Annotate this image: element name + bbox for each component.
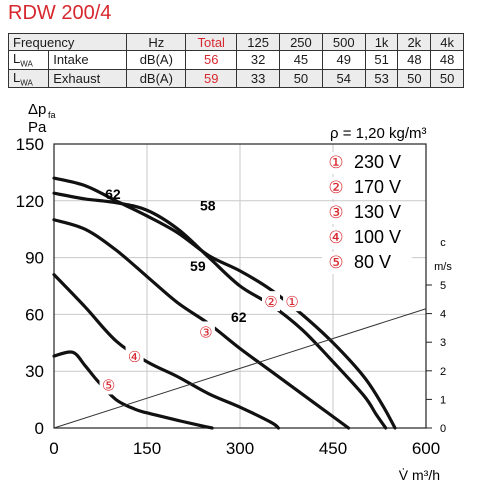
row-value: 50: [430, 68, 464, 89]
lwa-symbol: LWA: [7, 68, 50, 89]
table-header-row: Frequency Hz Total 125 250 500 1k 2k 4k: [7, 33, 464, 51]
curve-marker: ⑤: [102, 376, 115, 394]
row-total: 59: [185, 68, 238, 89]
x-tick-label: 450: [319, 439, 347, 458]
sound-power-table: Frequency Hz Total 125 250 500 1k 2k 4k …: [7, 33, 464, 89]
row-value: 54: [321, 68, 366, 89]
row-value: 32: [236, 50, 281, 70]
legend-item-bg: [322, 252, 412, 274]
density-label: ρ = 1,20 kg/m³: [330, 125, 427, 142]
legend-marker: ①: [328, 153, 343, 173]
band-header: 2k: [397, 33, 432, 51]
legend-label: 170 V: [354, 177, 401, 197]
row-value: 45: [279, 50, 323, 70]
y-tick-label: 150: [16, 135, 44, 154]
x-tick-label: 150: [133, 439, 161, 458]
sound-level-annotation: 62: [105, 186, 121, 202]
y2-tick-label: 2: [440, 366, 446, 378]
curve-marker: ①: [285, 293, 298, 311]
row-value: 51: [364, 50, 399, 70]
band-header: 250: [279, 33, 323, 51]
total-header: Total: [185, 33, 238, 51]
curve-marker-bg: [262, 291, 280, 312]
y2-tick-label: 5: [440, 280, 446, 292]
fan-curve-1: [52, 176, 397, 430]
page-title: RDW 200/4: [8, 2, 112, 24]
curve-marker-bg: [196, 321, 215, 342]
table-row: LWA Intake dB(A) 56 32 45 49 51 48 48: [7, 50, 464, 70]
y-axis-label-subscript: fa: [48, 110, 56, 120]
row-value: 33: [236, 68, 281, 89]
row-value: 49: [321, 50, 366, 70]
legend-item-bg: [322, 227, 412, 249]
x-tick-label: 600: [412, 439, 440, 458]
legend-label: 230 V: [354, 152, 401, 172]
curve-marker: ③: [199, 323, 212, 341]
row-value: 48: [397, 50, 432, 70]
x-tick-label: 0: [49, 439, 58, 458]
y-tick-label: 90: [25, 249, 44, 268]
legend-label: 130 V: [354, 202, 401, 222]
legend-item-bg: [322, 202, 412, 224]
row-label: Intake: [48, 50, 128, 70]
y-tick-label: 60: [25, 305, 44, 324]
band-header: 125: [236, 33, 281, 51]
x-tick-label: 300: [226, 439, 254, 458]
legend-marker: ③: [328, 203, 343, 223]
lwa-symbol-subscript: WA: [20, 78, 33, 88]
plot-border: [53, 143, 427, 429]
row-value: 50: [397, 68, 432, 89]
y-tick-label: 0: [35, 419, 44, 438]
band-header: 1k: [364, 33, 399, 51]
band-header: 4k: [430, 33, 464, 51]
legend-item-bg: [322, 152, 412, 174]
row-value: 53: [364, 68, 399, 89]
y-tick-label: 30: [25, 362, 44, 381]
y-axis-unit: Pa: [28, 119, 47, 136]
row-unit: dB(A): [126, 68, 187, 89]
lwa-symbol: LWA: [7, 50, 50, 70]
y-axis-label: Δp: [28, 101, 46, 118]
row-value: 50: [279, 68, 323, 89]
lwa-symbol-letter: L: [13, 51, 21, 66]
curve-marker-bg: [99, 374, 118, 395]
y2-tick-label: 1: [440, 394, 446, 406]
curve-marker: ④: [128, 348, 141, 366]
y2-tick-label: 0: [440, 423, 446, 435]
legend-item-bg: [322, 177, 412, 199]
legend-marker: ④: [328, 228, 343, 248]
curve-marker-bg: [283, 291, 302, 312]
x-axis-label: V̇ m³/h: [399, 467, 440, 483]
curve-marker-bg: [125, 346, 144, 367]
lwa-symbol-subscript: WA: [20, 59, 33, 69]
sound-level-annotation: 59: [190, 258, 206, 274]
row-label: Exhaust: [48, 68, 128, 89]
fan-curve-4: [52, 273, 281, 430]
fan-curve-2: [52, 191, 388, 430]
legend-marker: ⑤: [328, 253, 343, 273]
row-total: 56: [185, 50, 238, 70]
legend-marker: ②: [328, 178, 343, 198]
frequency-header: Frequency: [7, 33, 128, 51]
y2-axis-unit: m/s: [434, 261, 452, 273]
sound-level-annotation: 58: [200, 197, 216, 213]
y2-tick-label: 4: [440, 309, 446, 321]
band-header: 500: [321, 33, 366, 51]
sound-level-annotation: 62: [231, 309, 247, 325]
y2-tick-label: 3: [440, 337, 446, 349]
y-tick-label: 120: [16, 192, 44, 211]
row-unit: dB(A): [126, 50, 187, 70]
velocity-line: [53, 308, 427, 429]
legend-label: 80 V: [354, 252, 391, 272]
legend-label: 100 V: [354, 227, 401, 247]
unit-header: Hz: [126, 33, 187, 51]
lwa-symbol-letter: L: [13, 69, 21, 85]
y2-axis-label: c: [440, 237, 446, 249]
table-row: LWA Exhaust dB(A) 59 33 50 54 53 50 50: [7, 68, 464, 89]
row-value: 48: [430, 50, 464, 70]
curve-marker: ②: [264, 293, 277, 311]
